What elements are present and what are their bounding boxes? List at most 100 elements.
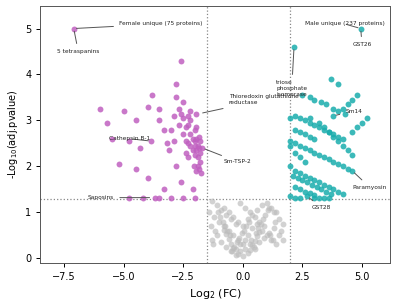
Point: [247, 247, 253, 252]
Point: [335, 81, 341, 86]
Point: [152, 195, 158, 200]
Point: [316, 180, 322, 185]
Point: [321, 125, 327, 130]
Point: [225, 236, 232, 241]
Point: [156, 107, 163, 111]
Point: [292, 195, 298, 200]
Point: [306, 116, 313, 121]
Point: [340, 192, 346, 196]
Point: [270, 226, 277, 231]
Text: Paramyosin: Paramyosin: [352, 173, 387, 189]
Point: [240, 223, 246, 228]
Point: [297, 143, 303, 148]
Point: [209, 198, 215, 203]
Point: [304, 194, 310, 199]
Point: [241, 228, 247, 233]
Point: [194, 143, 201, 148]
Point: [256, 219, 263, 224]
Point: [214, 203, 220, 208]
Point: [206, 210, 213, 215]
Text: Female unique (75 proteins): Female unique (75 proteins): [76, 21, 202, 28]
Point: [268, 237, 275, 242]
Point: [261, 235, 268, 240]
Point: [236, 235, 242, 240]
Point: [335, 161, 341, 166]
Point: [144, 175, 151, 180]
Point: [325, 185, 332, 189]
Point: [170, 139, 177, 144]
Point: [125, 139, 132, 144]
Point: [252, 215, 258, 220]
Point: [254, 208, 260, 212]
Point: [166, 148, 172, 153]
Text: triose
phosphate
isomerase: triose phosphate isomerase: [276, 50, 307, 97]
Point: [292, 141, 298, 146]
Point: [185, 122, 191, 127]
Point: [208, 223, 214, 228]
Point: [234, 240, 240, 245]
Point: [309, 182, 315, 187]
Point: [259, 228, 265, 233]
Text: Sm-TSP-2: Sm-TSP-2: [205, 149, 252, 164]
Point: [358, 26, 364, 31]
Point: [225, 228, 232, 233]
Point: [292, 113, 298, 118]
Point: [249, 226, 256, 231]
Point: [342, 111, 348, 116]
Point: [191, 164, 197, 169]
Point: [316, 120, 322, 125]
Point: [168, 127, 174, 132]
Point: [211, 215, 218, 220]
Point: [235, 219, 241, 224]
Point: [287, 139, 294, 144]
Point: [164, 141, 170, 146]
Point: [294, 175, 301, 180]
Point: [335, 189, 341, 194]
Point: [291, 45, 297, 49]
Point: [180, 132, 186, 137]
Point: [228, 249, 234, 254]
Point: [287, 116, 294, 121]
Point: [359, 120, 365, 125]
Point: [193, 169, 200, 173]
Point: [161, 187, 168, 192]
Point: [220, 227, 227, 232]
Point: [323, 102, 329, 107]
Point: [240, 242, 246, 247]
Point: [223, 212, 229, 217]
Point: [344, 166, 351, 171]
Point: [192, 195, 198, 200]
Point: [280, 237, 286, 242]
Point: [238, 231, 245, 235]
Point: [344, 148, 351, 153]
Point: [235, 237, 241, 242]
Point: [318, 99, 325, 104]
Point: [237, 249, 244, 254]
Point: [187, 143, 194, 148]
Point: [270, 210, 277, 215]
Point: [180, 99, 186, 104]
Point: [287, 194, 294, 199]
Point: [232, 247, 239, 251]
Point: [228, 217, 234, 222]
Point: [325, 157, 332, 162]
Point: [197, 159, 203, 164]
Point: [192, 139, 198, 144]
Point: [297, 195, 303, 200]
Point: [330, 159, 336, 164]
Point: [104, 120, 110, 125]
Point: [299, 93, 306, 98]
Point: [318, 187, 325, 192]
Point: [261, 223, 268, 228]
Point: [304, 180, 310, 185]
Point: [306, 191, 313, 196]
Point: [219, 219, 226, 224]
Point: [109, 136, 115, 141]
Point: [242, 205, 248, 210]
Point: [252, 247, 258, 251]
Point: [262, 212, 269, 217]
Point: [178, 180, 184, 185]
Point: [225, 210, 232, 215]
Point: [218, 240, 224, 245]
Point: [224, 228, 230, 233]
